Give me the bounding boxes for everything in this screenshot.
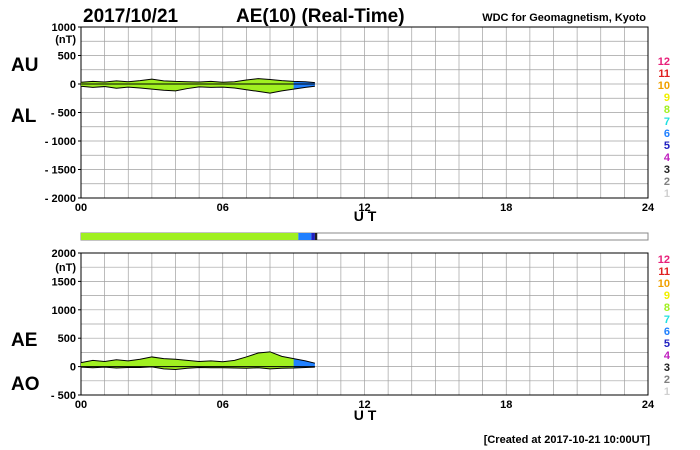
lower-ytick-label: 1500 — [52, 276, 76, 288]
upper-xtick-label: 18 — [500, 202, 512, 214]
lower-legend-count: 12 — [658, 254, 670, 266]
lower-series-line-1 — [80, 366, 315, 370]
lower-x-axis-title: U T — [354, 407, 377, 423]
lower-xtick-label: 24 — [642, 399, 655, 411]
lower-legend-count: 4 — [664, 350, 671, 362]
station-bar-segment — [311, 233, 315, 240]
lower-xtick-label: 12 — [358, 399, 370, 411]
upper-ytick-label: - 1500 — [45, 165, 76, 177]
ae-label: AE — [11, 330, 37, 351]
upper-xtick-label: 24 — [642, 202, 655, 214]
lower-ytick-label: 2000 — [52, 248, 76, 260]
upper-xtick-label: 12 — [358, 202, 370, 214]
au-label: AU — [11, 55, 38, 76]
upper-xtick-label: 06 — [217, 202, 229, 214]
lower-area-recent — [293, 358, 315, 369]
lower-legend-count: 3 — [664, 362, 670, 374]
lower-series-line-0 — [80, 351, 316, 364]
upper-ytick-label: - 500 — [51, 108, 76, 120]
lower-legend-count: 5 — [664, 338, 670, 350]
ao-label: AO — [11, 374, 40, 395]
upper-legend-count: 12 — [658, 56, 670, 68]
created-timestamp: [Created at 2017-10-21 10:00UT] — [484, 434, 651, 446]
station-count-bar — [80, 232, 649, 241]
upper-unit-label: (nT) — [55, 34, 76, 46]
lower-plot-frame — [80, 252, 649, 396]
upper-ytick-label: 1000 — [52, 22, 76, 34]
source-label: WDC for Geomagnetism, Kyoto — [482, 12, 646, 24]
upper-x-axis-title: U T — [354, 208, 377, 224]
lower-xtick-label: 06 — [217, 399, 229, 411]
upper-ytick-label: - 2000 — [45, 193, 76, 205]
upper-ytick-label: 500 — [58, 51, 76, 63]
lower-ytick-label: - 500 — [51, 390, 76, 402]
lower-unit-label: (nT) — [55, 262, 76, 274]
upper-legend-count: 8 — [664, 104, 670, 116]
lower-xtick-label: 18 — [500, 399, 512, 411]
chart-title: AE(10) (Real-Time) — [236, 6, 405, 27]
station-bar-segment — [81, 233, 299, 240]
upper-xtick-label: 00 — [75, 202, 87, 214]
station-bar-segment — [314, 233, 318, 240]
upper-legend-count: 5 — [664, 140, 670, 152]
upper-legend-count: 7 — [664, 116, 670, 128]
upper-area-main — [81, 78, 306, 94]
lower-legend-count: 2 — [664, 374, 670, 386]
date-title: 2017/10/21 — [83, 6, 179, 27]
lower-xtick-label: 00 — [75, 399, 87, 411]
upper-legend-count: 9 — [664, 92, 670, 104]
lower-legend-count: 11 — [658, 266, 670, 278]
lower-legend-count: 1 — [664, 386, 670, 398]
lower-legend-count: 6 — [664, 326, 670, 338]
upper-series-line-1 — [80, 85, 315, 94]
upper-legend-count: 4 — [664, 152, 671, 164]
upper-ytick-label: 0 — [70, 79, 76, 91]
upper-ytick-label: - 1000 — [45, 136, 76, 148]
lower-legend-count: 9 — [664, 290, 670, 302]
upper-legend-count: 2 — [664, 176, 670, 188]
lower-ytick-label: 500 — [58, 333, 76, 345]
lower-legend-count: 8 — [664, 302, 670, 314]
lower-legend-count: 10 — [658, 278, 670, 290]
upper-legend-count: 10 — [658, 80, 670, 92]
lower-ytick-label: 0 — [70, 362, 76, 374]
upper-legend-count: 1 — [664, 188, 670, 200]
lower-ytick-label: 1000 — [52, 305, 76, 317]
upper-legend-count: 11 — [658, 68, 670, 80]
lower-legend-count: 7 — [664, 314, 670, 326]
al-label: AL — [11, 106, 37, 127]
upper-legend-count: 6 — [664, 128, 670, 140]
upper-area-recent — [293, 81, 315, 90]
upper-series-line-0 — [80, 78, 315, 84]
station-bar-segment — [298, 233, 312, 240]
upper-legend-count: 3 — [664, 164, 670, 176]
